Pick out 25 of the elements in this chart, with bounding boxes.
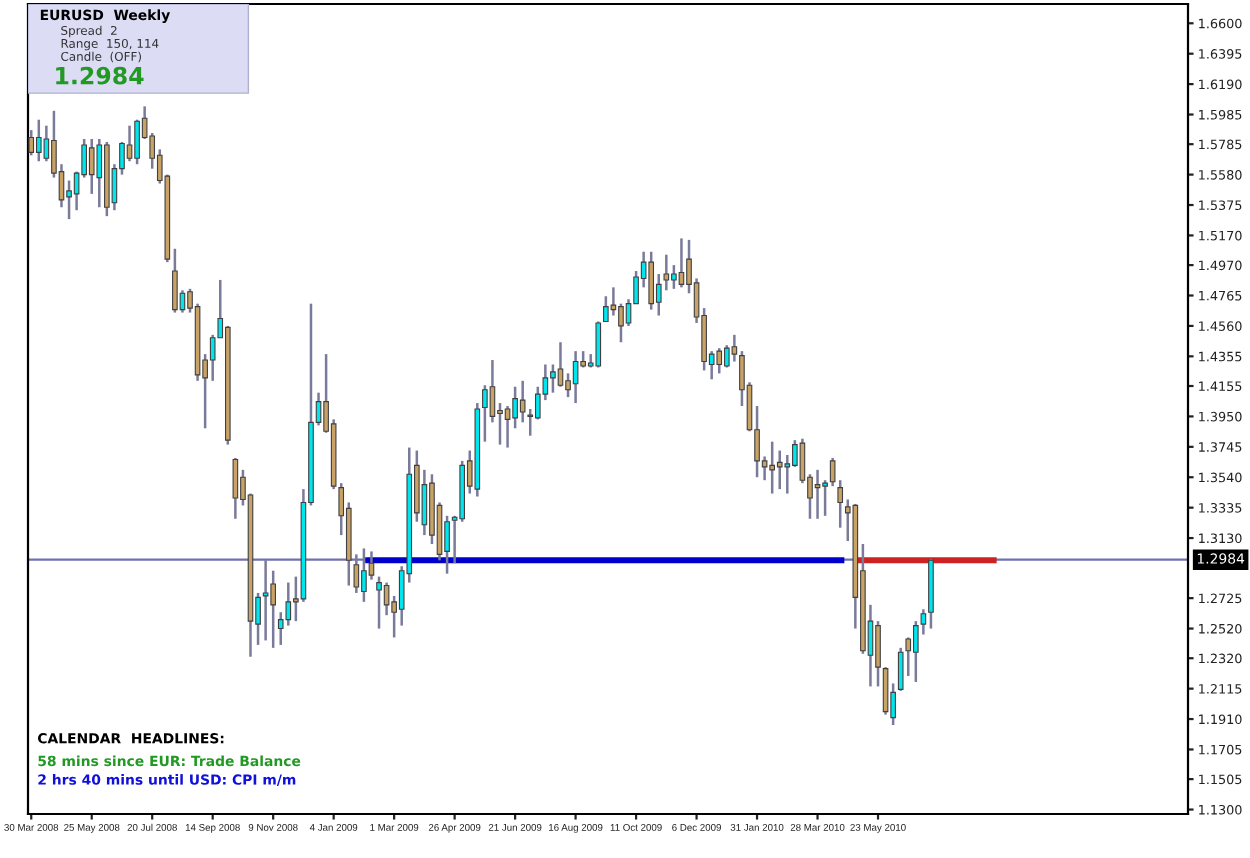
candlestick xyxy=(603,295,609,323)
candlestick xyxy=(678,237,685,289)
candlestick xyxy=(557,340,564,388)
candlestick xyxy=(88,137,95,196)
candlestick xyxy=(769,440,775,495)
candlestick xyxy=(504,404,511,449)
annotation: 1.2984 xyxy=(56,66,144,85)
candlestick xyxy=(648,250,655,311)
candlestick xyxy=(361,547,367,604)
candlestick xyxy=(776,449,783,491)
candlestick xyxy=(28,128,35,157)
candlestick xyxy=(96,137,103,209)
candlestick xyxy=(550,363,556,394)
candlestick xyxy=(126,124,133,163)
candlestick xyxy=(716,346,723,375)
candlestick xyxy=(671,263,677,291)
candlestick xyxy=(489,358,496,424)
candlestick xyxy=(35,118,42,163)
candlestick xyxy=(66,179,72,221)
candlestick xyxy=(262,559,269,642)
candlestick xyxy=(232,456,239,521)
candlestick xyxy=(376,575,382,630)
candlestick xyxy=(572,349,579,405)
candlestick xyxy=(172,247,178,314)
candlestick xyxy=(814,468,821,521)
